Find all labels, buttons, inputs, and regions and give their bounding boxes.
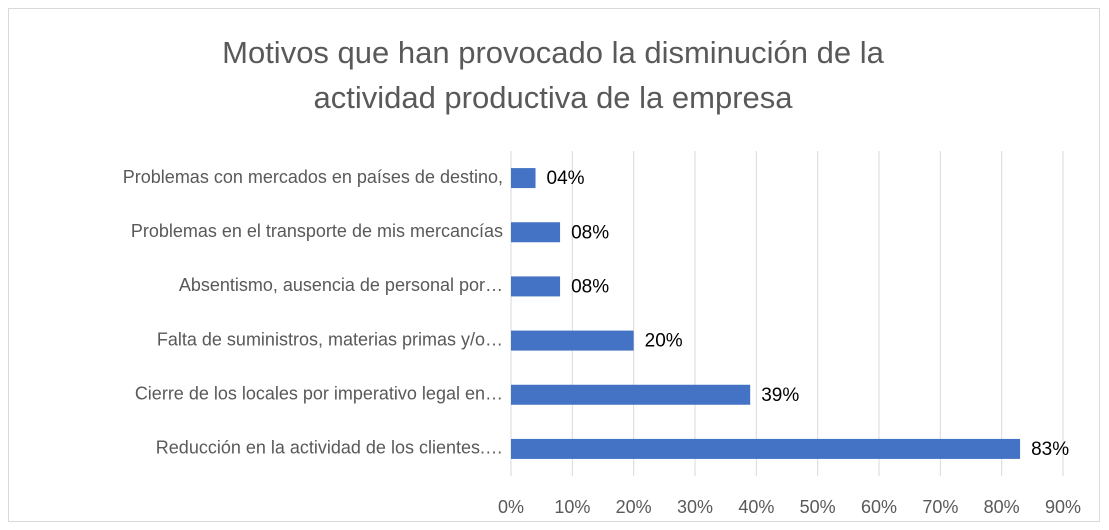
bar: [511, 168, 536, 189]
chart-border: [8, 8, 1100, 522]
data-label: 08%: [571, 276, 609, 297]
x-tick-label: 10%: [554, 497, 590, 517]
bar: [511, 276, 561, 297]
y-tick-label: Falta de suministros, materias primas y/…: [157, 329, 503, 349]
data-label: 39%: [761, 385, 799, 406]
bar: [511, 222, 561, 243]
x-tick-label: 50%: [800, 497, 836, 517]
x-tick-label: 0%: [498, 497, 524, 517]
y-tick-label: Reducción en la actividad de los cliente…: [156, 438, 503, 458]
x-tick-label: 20%: [616, 497, 652, 517]
y-tick-label: Cierre de los locales por imperativo leg…: [135, 384, 503, 404]
y-tick-label: Problemas en el transporte de mis mercan…: [131, 221, 503, 241]
x-tick-label: 80%: [984, 497, 1020, 517]
bar: [511, 330, 634, 351]
data-label: 04%: [547, 168, 585, 189]
data-label: 83%: [1031, 439, 1069, 460]
data-label: 20%: [645, 331, 683, 352]
x-tick-label: 40%: [738, 497, 774, 517]
chart-title: Motivos que han provocado la disminución…: [222, 35, 884, 115]
bar: [511, 438, 1021, 459]
bar: [511, 384, 751, 405]
x-tick-label: 30%: [677, 497, 713, 517]
y-tick-label: Problemas con mercados en países de dest…: [123, 167, 503, 187]
data-label: 08%: [571, 222, 609, 243]
y-tick-label: Absentismo, ausencia de personal por…: [179, 275, 503, 295]
x-tick-label: 60%: [861, 497, 897, 517]
x-tick-label: 90%: [1045, 497, 1081, 517]
x-tick-label: 70%: [922, 497, 958, 517]
